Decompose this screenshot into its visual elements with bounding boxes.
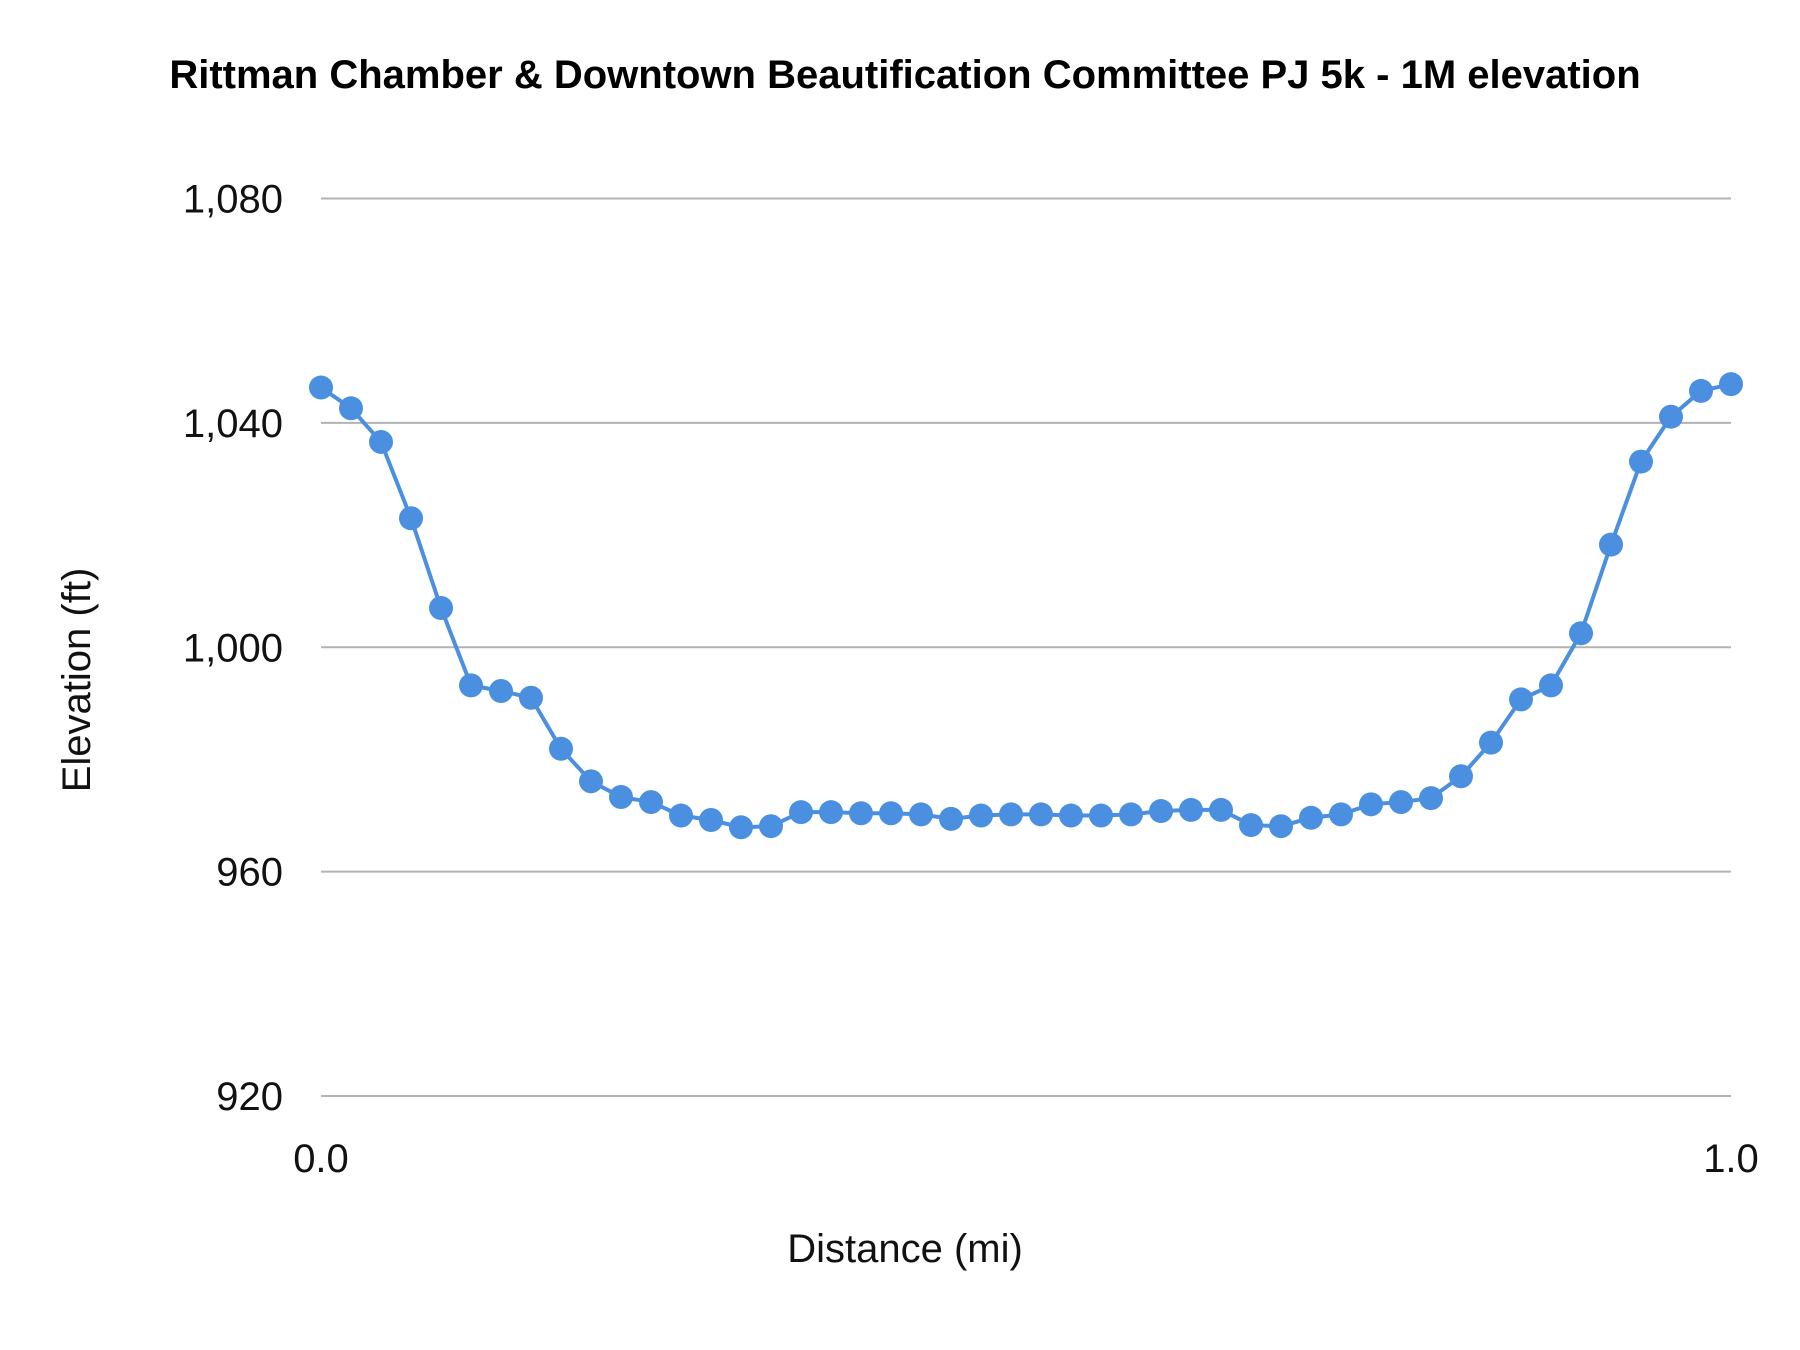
data-point	[1689, 378, 1713, 403]
y-tick-label: 1,000	[183, 626, 283, 670]
data-point	[1149, 799, 1173, 824]
data-point	[729, 815, 753, 840]
data-point	[1449, 764, 1473, 789]
data-point	[489, 679, 513, 704]
data-point	[1029, 802, 1053, 827]
series-line	[319, 382, 1732, 830]
data-point	[1359, 792, 1383, 817]
data-point	[1329, 802, 1353, 827]
y-tick-label: 920	[216, 1075, 283, 1119]
data-point	[549, 736, 573, 761]
data-point	[1419, 786, 1443, 811]
data-point	[429, 595, 453, 620]
gridlines	[321, 197, 1731, 1097]
data-point	[1239, 813, 1263, 838]
data-point	[1269, 814, 1293, 839]
data-point	[639, 790, 663, 815]
data-point	[939, 806, 963, 831]
data-point	[969, 803, 993, 828]
y-tick-label: 960	[216, 851, 283, 895]
data-point	[309, 375, 333, 400]
data-point	[789, 800, 813, 825]
chart-title: Rittman Chamber & Downtown Beautificatio…	[169, 53, 1640, 97]
data-point	[1179, 797, 1203, 822]
data-point	[519, 685, 543, 710]
x-axis-label: Distance (mi)	[787, 1227, 1023, 1271]
data-point	[1059, 803, 1083, 828]
data-point	[1299, 805, 1323, 830]
data-point	[699, 808, 723, 833]
data-point	[849, 801, 873, 826]
y-tick-label: 1,080	[183, 178, 283, 222]
data-point	[1389, 790, 1413, 815]
y-axis-label: Elevation (ft)	[55, 568, 99, 793]
data-point	[879, 801, 903, 826]
x-tick-label: 1.0	[1703, 1137, 1759, 1181]
data-point	[1209, 797, 1233, 822]
data-point	[1659, 404, 1683, 429]
data-point	[909, 802, 933, 827]
data-point	[759, 814, 783, 839]
data-point	[1719, 372, 1743, 397]
data-point	[1539, 673, 1563, 698]
data-point	[1629, 449, 1653, 474]
data-point	[579, 769, 603, 794]
data-point	[999, 802, 1023, 827]
data-point	[369, 429, 393, 454]
y-axis-ticks: 920 960 1,000 1,040 1,080	[183, 178, 283, 1120]
data-point	[1089, 803, 1113, 828]
data-point	[669, 803, 693, 828]
data-point	[1569, 621, 1593, 646]
data-point	[399, 506, 423, 531]
data-point	[1509, 687, 1533, 712]
data-point	[459, 673, 483, 698]
data-point	[1119, 802, 1143, 827]
data-point	[1479, 730, 1503, 755]
series-elevation	[309, 372, 1743, 840]
data-point	[609, 785, 633, 810]
data-point	[819, 800, 843, 825]
data-point	[1599, 532, 1623, 557]
data-point	[339, 396, 363, 421]
y-tick-label: 1,040	[183, 402, 283, 446]
x-tick-label: 0.0	[293, 1137, 349, 1181]
